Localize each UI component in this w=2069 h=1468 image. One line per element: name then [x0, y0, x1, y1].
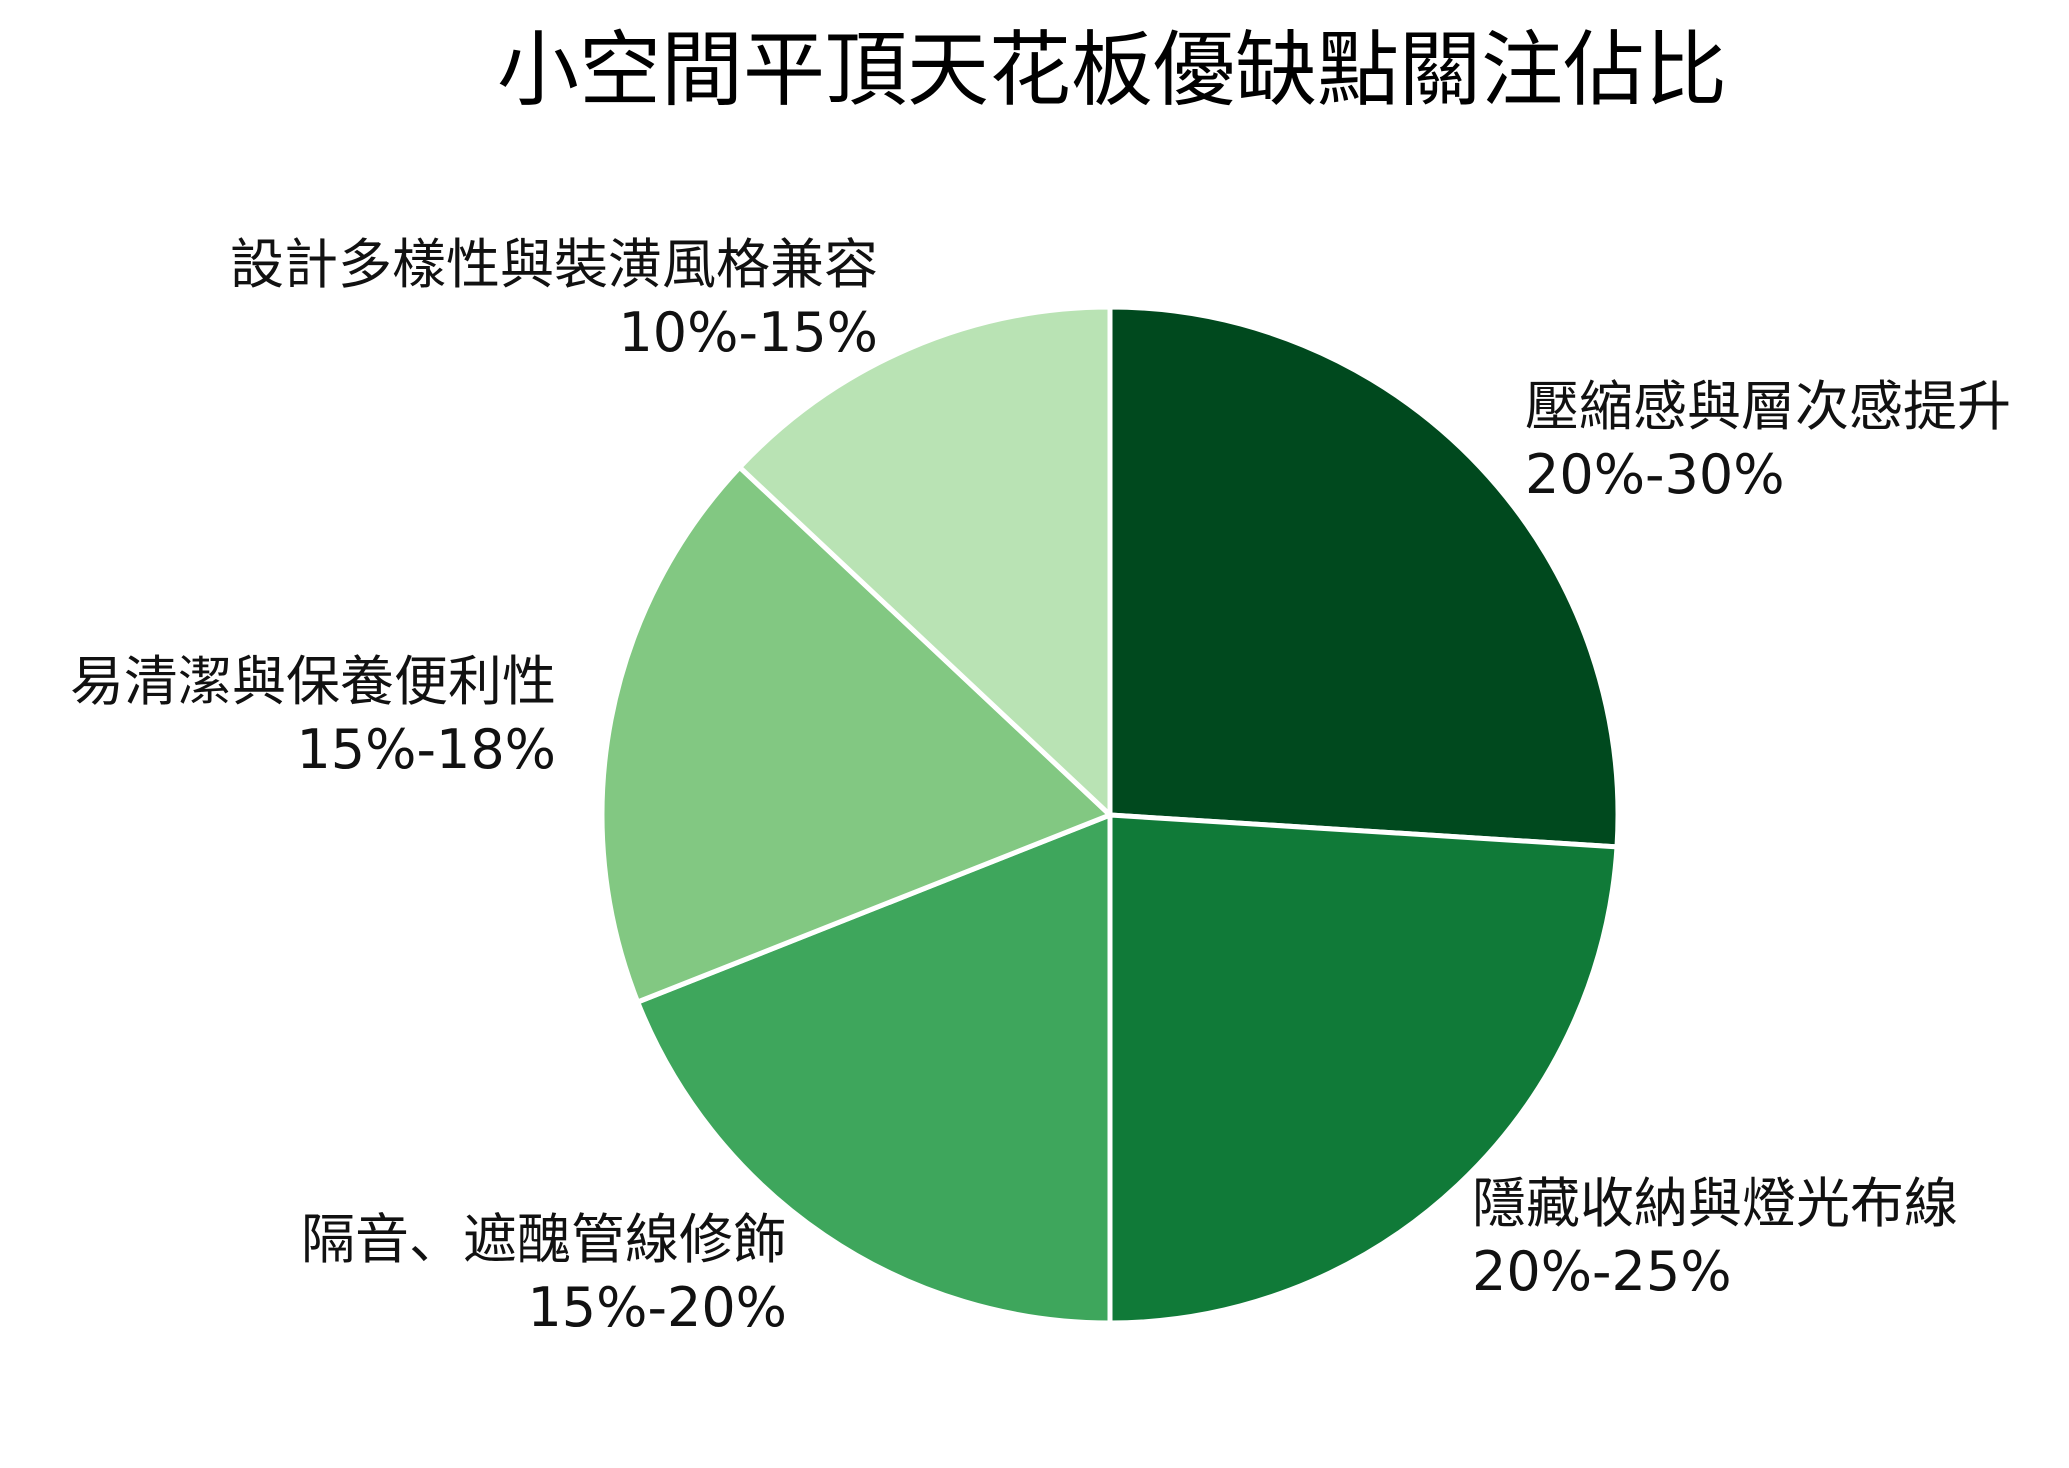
- slice-label: 壓縮感與層次感提升: [1525, 375, 2011, 438]
- pie-slice: [635, 812, 1113, 1326]
- slice-range-label: 10%-15%: [618, 301, 878, 364]
- pie-slice: [1107, 812, 1620, 1326]
- slice-label: 隔音、遮醜管線修飾: [301, 1208, 787, 1271]
- pie-slices: [599, 304, 1621, 1326]
- slice-label: 設計多樣性與裝潢風格兼容: [230, 233, 878, 296]
- slice-label: 易清潔與保養便利性: [70, 650, 556, 713]
- pie-slice: [599, 464, 1113, 1005]
- slice-label: 隱藏收納與燈光布線: [1472, 1172, 1958, 1235]
- pie-slice: [1107, 304, 1621, 850]
- slice-range-label: 15%-18%: [296, 718, 556, 781]
- pie-slice: [737, 304, 1113, 818]
- slice-range-label: 15%-20%: [527, 1276, 787, 1339]
- slice-range-label: 20%-30%: [1525, 443, 1785, 506]
- slice-range-label: 20%-25%: [1472, 1240, 1732, 1303]
- chart-title: 小空間平頂天花板優缺點關注佔比: [497, 23, 1727, 118]
